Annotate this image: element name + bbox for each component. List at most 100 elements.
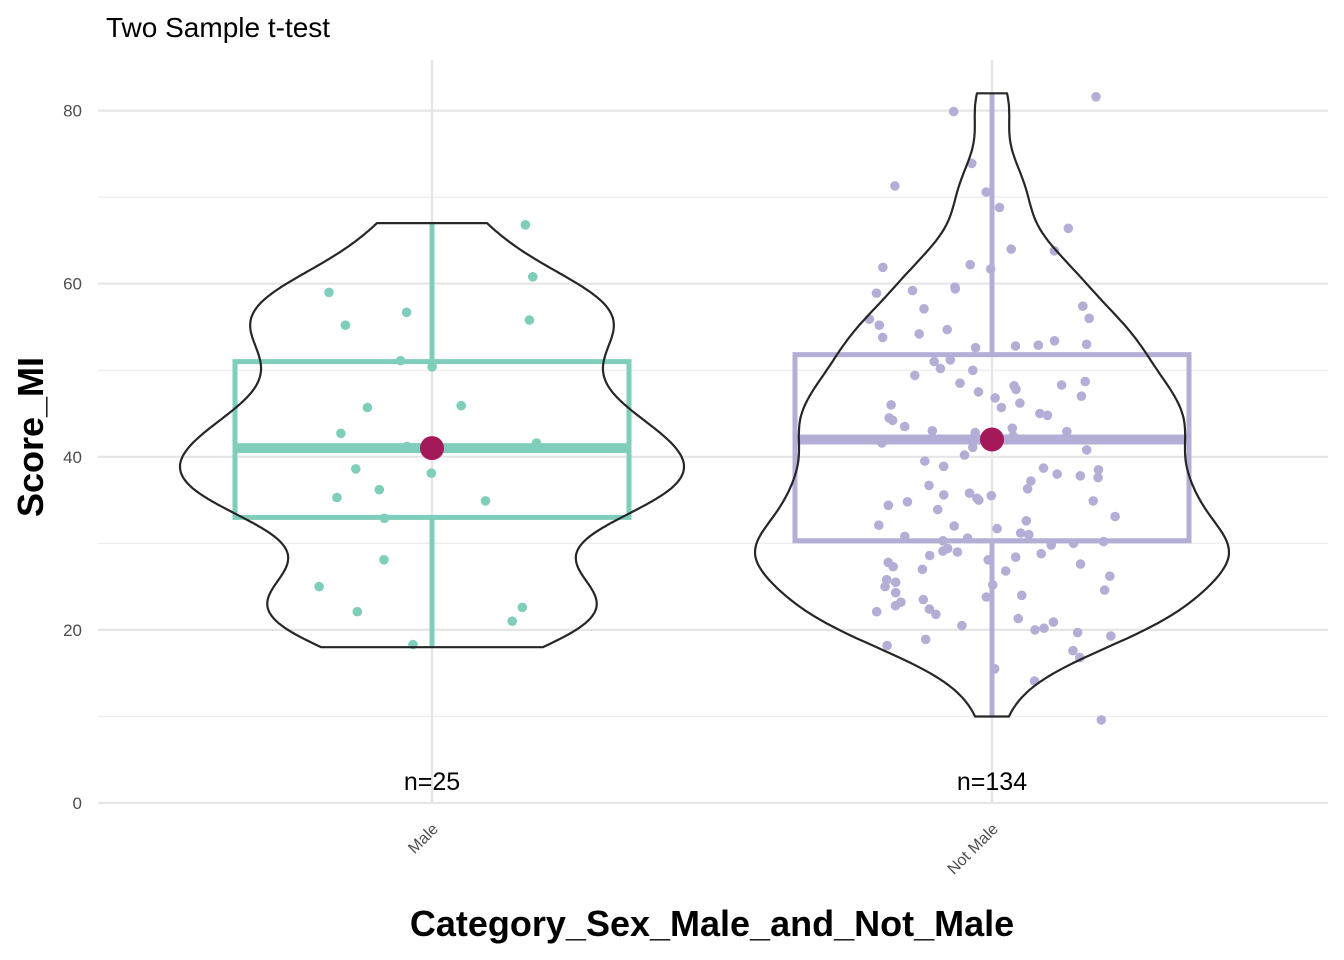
data-point bbox=[887, 415, 898, 426]
data-point bbox=[1022, 484, 1033, 494]
data-point bbox=[996, 402, 1007, 413]
data-point bbox=[1084, 313, 1094, 324]
data-point bbox=[918, 594, 929, 605]
data-point bbox=[1062, 426, 1072, 437]
data-point bbox=[924, 604, 935, 614]
data-point bbox=[1081, 339, 1092, 350]
data-point bbox=[931, 609, 941, 620]
data-point bbox=[1078, 301, 1088, 312]
data-point bbox=[981, 592, 992, 602]
x-tick-label: Male bbox=[405, 821, 442, 858]
data-point bbox=[924, 550, 935, 561]
y-tick-label: 0 bbox=[73, 794, 82, 813]
y-tick-label: 60 bbox=[63, 275, 82, 294]
data-point bbox=[932, 504, 943, 515]
data-point bbox=[1096, 715, 1107, 725]
data-point bbox=[1072, 627, 1083, 638]
data-point bbox=[1093, 472, 1103, 483]
data-point bbox=[945, 355, 956, 365]
data-point bbox=[949, 521, 959, 531]
data-point bbox=[324, 287, 334, 298]
x-tick-label: Not Male bbox=[945, 821, 1002, 878]
data-point bbox=[965, 259, 975, 270]
plot-area: n=25 n=134 bbox=[178, 92, 1231, 796]
violin-outline bbox=[753, 92, 1231, 718]
data-point bbox=[924, 480, 934, 491]
data-point bbox=[352, 606, 363, 617]
data-point bbox=[351, 464, 361, 474]
data-point bbox=[456, 400, 467, 411]
data-point bbox=[874, 320, 885, 331]
data-point bbox=[890, 587, 901, 598]
count-label: n=134 bbox=[957, 768, 1027, 796]
data-point bbox=[362, 402, 373, 413]
data-point bbox=[1013, 613, 1023, 624]
data-point bbox=[967, 442, 978, 453]
data-point bbox=[959, 450, 970, 460]
data-point bbox=[950, 284, 961, 294]
data-point bbox=[1081, 445, 1092, 455]
data-point bbox=[990, 393, 1000, 403]
data-point bbox=[1052, 469, 1062, 479]
x-axis-title: Category_Sex_Male_and_Not_Male bbox=[410, 903, 1014, 944]
data-point bbox=[920, 634, 931, 645]
data-point bbox=[1056, 380, 1067, 390]
data-point bbox=[374, 484, 385, 495]
data-point bbox=[1091, 92, 1101, 102]
data-point bbox=[427, 362, 437, 372]
data-point bbox=[1000, 566, 1011, 576]
data-point bbox=[955, 378, 965, 389]
data-point bbox=[886, 400, 896, 410]
data-point bbox=[1110, 511, 1120, 522]
x-axis-ticks: Male Not Male bbox=[405, 821, 1002, 878]
data-point bbox=[1049, 336, 1060, 346]
data-point bbox=[994, 202, 1005, 213]
data-point bbox=[379, 555, 389, 565]
y-tick-label: 20 bbox=[63, 621, 82, 640]
data-point bbox=[1007, 423, 1018, 434]
data-point bbox=[1026, 476, 1036, 486]
chart-title: Two Sample t-test bbox=[106, 12, 330, 43]
count-label: n=25 bbox=[404, 768, 460, 796]
data-point bbox=[899, 421, 910, 432]
data-point bbox=[517, 602, 528, 613]
data-point bbox=[520, 220, 531, 230]
data-point bbox=[952, 547, 963, 557]
data-point bbox=[871, 288, 882, 299]
data-point bbox=[927, 426, 938, 436]
box-iqr bbox=[232, 359, 632, 520]
data-point bbox=[938, 546, 948, 556]
data-point bbox=[907, 285, 918, 296]
data-point bbox=[1049, 246, 1060, 256]
data-point bbox=[1011, 384, 1021, 395]
data-point bbox=[1105, 571, 1115, 581]
data-point bbox=[957, 620, 967, 631]
data-point bbox=[902, 497, 913, 507]
data-point bbox=[332, 492, 342, 503]
data-point bbox=[890, 600, 901, 611]
violin-outline bbox=[178, 222, 686, 649]
data-point bbox=[871, 606, 882, 617]
data-point bbox=[919, 304, 929, 314]
data-point bbox=[1042, 410, 1053, 421]
data-point bbox=[981, 187, 991, 197]
data-point bbox=[914, 329, 924, 339]
data-point bbox=[890, 577, 901, 588]
data-point bbox=[1039, 623, 1049, 633]
data-point bbox=[1063, 223, 1074, 234]
data-point bbox=[1015, 398, 1025, 408]
data-point bbox=[1080, 376, 1090, 387]
group-male: n=25 bbox=[178, 220, 686, 796]
data-point bbox=[974, 495, 984, 505]
data-point bbox=[948, 106, 959, 117]
data-point bbox=[314, 581, 324, 592]
data-point bbox=[1099, 585, 1110, 595]
data-point bbox=[877, 332, 888, 343]
data-point bbox=[507, 616, 517, 626]
data-point bbox=[1106, 631, 1116, 641]
data-point bbox=[929, 356, 939, 367]
data-point bbox=[970, 342, 981, 353]
data-point bbox=[1038, 463, 1049, 473]
data-point bbox=[1030, 625, 1040, 635]
data-point bbox=[964, 488, 975, 499]
